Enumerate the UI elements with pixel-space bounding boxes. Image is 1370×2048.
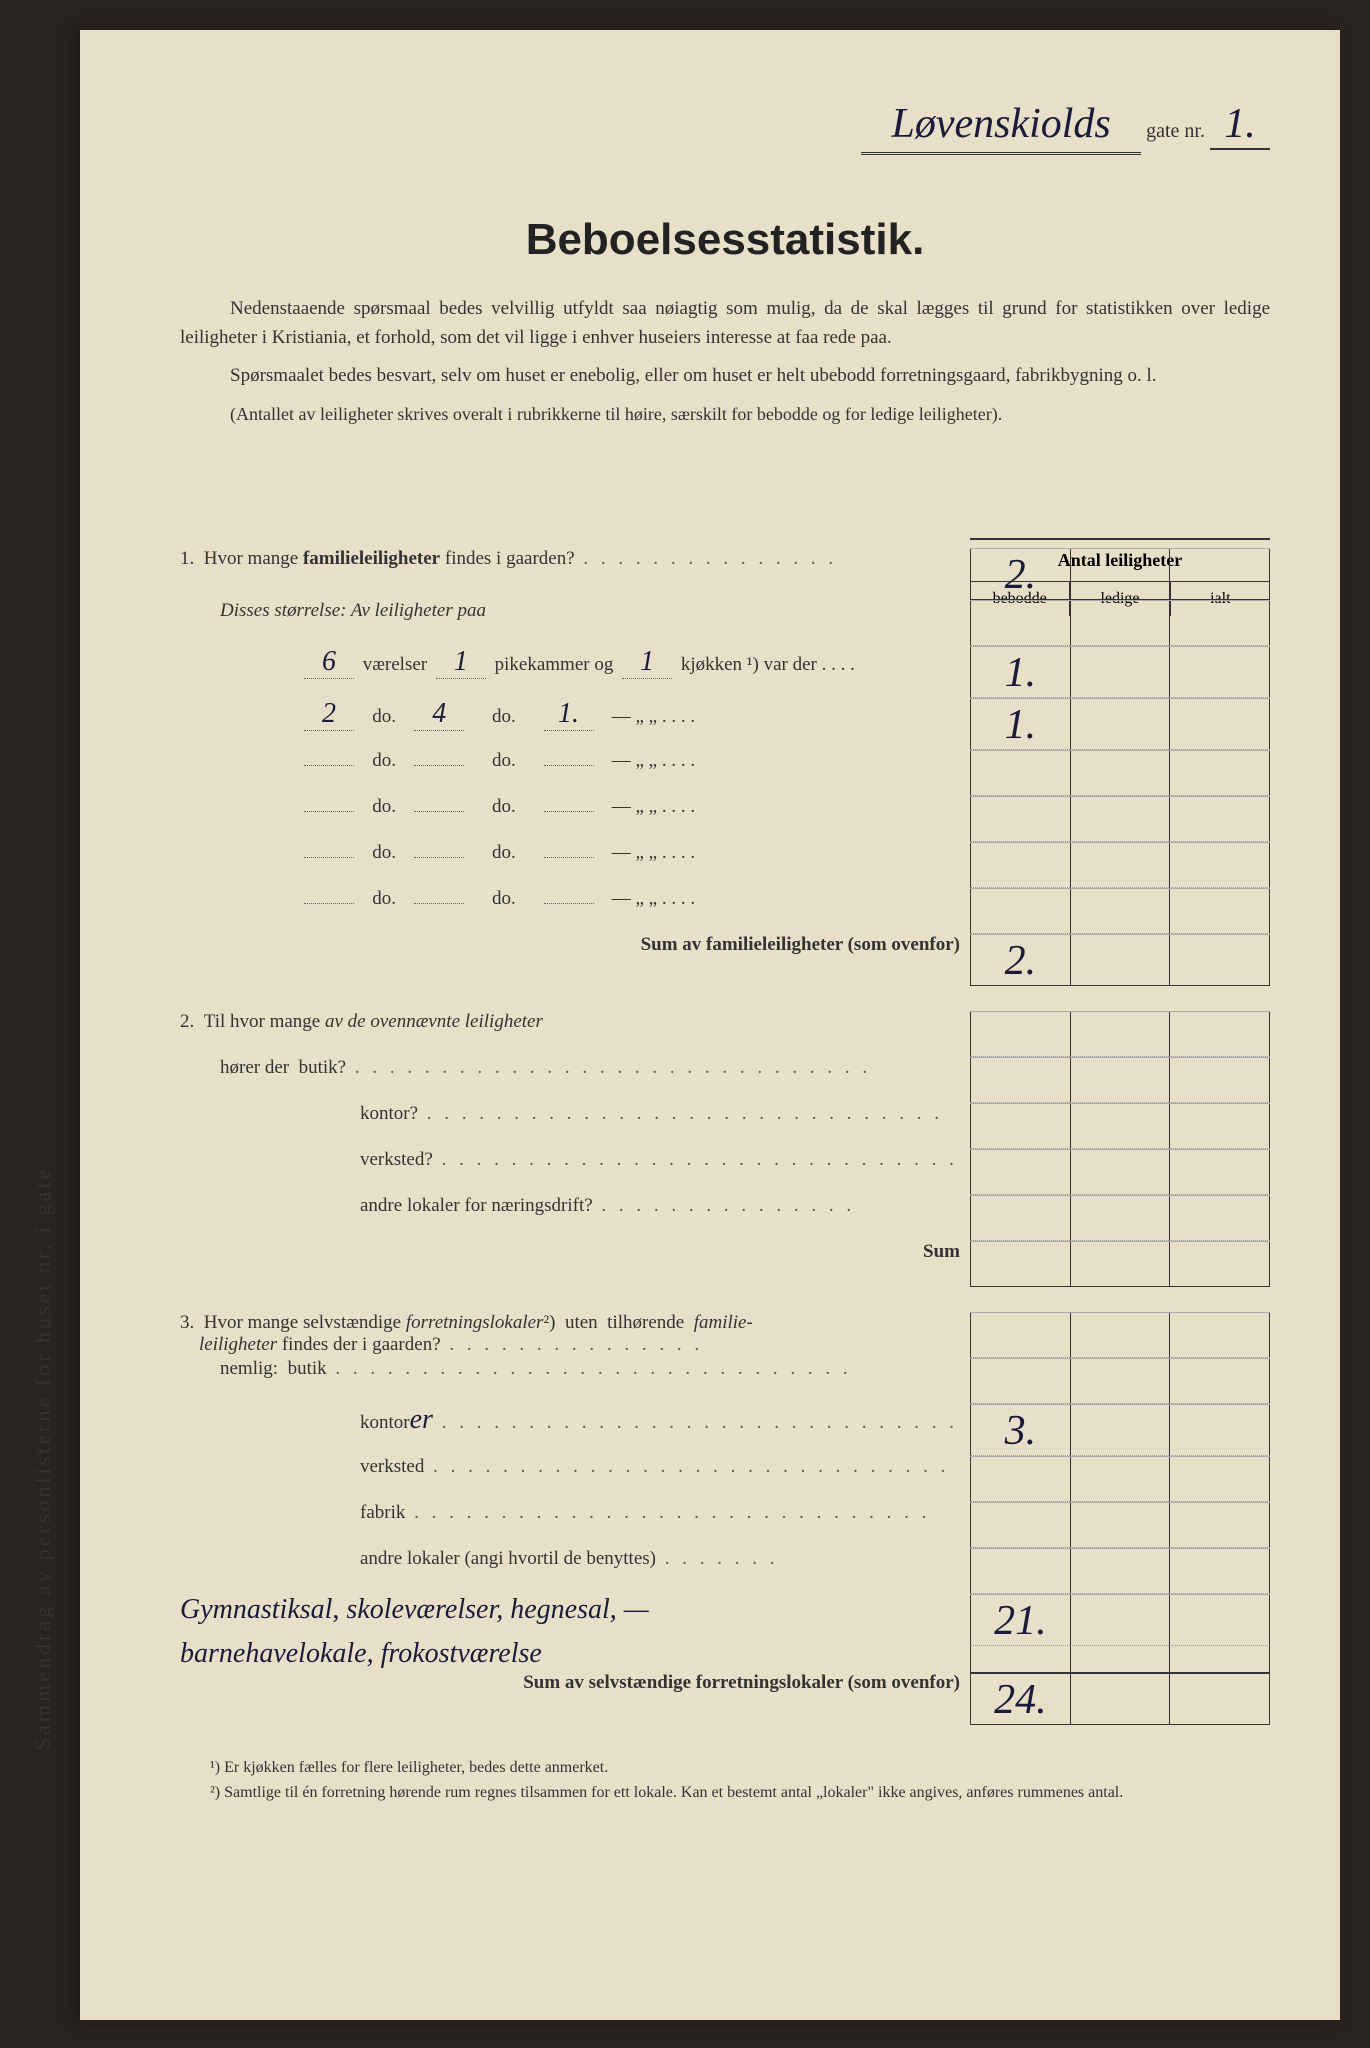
q2-row1: kontor? — [180, 1103, 970, 1125]
q3-row0: nemlig: butik — [180, 1358, 970, 1380]
gate-label: gate nr. — [1146, 120, 1205, 142]
q2-row0: hører der butik? — [180, 1057, 970, 1079]
form-body: Antal leiligheter bebodde ledige ialt 1.… — [180, 548, 1270, 1725]
q2-label: 2. Til hvor mange av de ovennævnte leili… — [180, 1011, 970, 1033]
q1-sum-label: Sum av familieleiligheter (som ovenfor) — [180, 934, 970, 956]
q1-row4: do. do. — „ „ . . . . — [180, 842, 970, 864]
street-name: Løvenskiolds — [891, 101, 1110, 147]
q1-label: 1. Hvor mange familieleiligheter findes … — [180, 548, 575, 569]
q2-row3: andre lokaler for næringsdrift? — [180, 1195, 970, 1217]
document-page: Løvenskiolds gate nr. 1. Beboelsesstatis… — [80, 30, 1340, 2020]
q1-row2: do. do. — „ „ . . . . — [180, 750, 970, 772]
q3-handwritten2: barnehavelokale, frokostværelse — [180, 1638, 542, 1670]
q1-row1: 2 do. 4 do. 1. — „ „ . . . . — [180, 698, 970, 731]
q1-sum-value: 2. — [1005, 938, 1037, 984]
q3-sum-value: 24. — [994, 1677, 1047, 1723]
q1-value: 2. — [1005, 552, 1037, 598]
q2-row2: verksted? — [180, 1149, 970, 1171]
q3-sum-label: Sum av selvstændige forretningslokaler (… — [180, 1672, 970, 1694]
q3-handwritten1: Gymnastiksal, skoleværelser, hegnesal, — — [180, 1594, 970, 1626]
q1-row5: do. do. — „ „ . . . . — [180, 888, 970, 910]
q2-sum-label: Sum — [180, 1241, 970, 1263]
intro-p3: (Antallet av leiligheter skrives overalt… — [180, 401, 1270, 428]
footnote-1: ¹) Er kjøkken fælles for flere leilighet… — [180, 1755, 1270, 1781]
q3-row2: verksted — [180, 1456, 970, 1478]
page-title: Beboelsesstatistik. — [180, 215, 1270, 265]
street-number: 1. — [1224, 101, 1256, 147]
street-header: Løvenskiolds gate nr. 1. — [180, 100, 1270, 155]
q3-row4: andre lokaler (angi hvortil de benyttes) — [180, 1548, 970, 1570]
q3-label: 3. Hvor mange selvstændige forretningslo… — [180, 1312, 970, 1356]
footnotes: ¹) Er kjøkken fælles for flere leilighet… — [180, 1755, 1270, 1806]
side-margin-text: Sammendrag av personlisterne for huset n… — [30, 150, 70, 1750]
q1-row3: do. do. — „ „ . . . . — [180, 796, 970, 818]
q3-row1: kontorer — [180, 1404, 970, 1436]
intro-p2: Spørsmaalet bedes besvart, selv om huset… — [180, 362, 1270, 391]
q1-row0: 6 værelser 1 pikekammer og 1 kjøkken ¹) … — [180, 646, 970, 679]
q1-sub: Disses størrelse: Av leiligheter paa — [180, 600, 970, 622]
q3-row3: fabrik — [180, 1502, 970, 1524]
intro-p1: Nedenstaaende spørsmaal bedes velvillig … — [180, 295, 1270, 352]
footnote-2: ²) Samtlige til én forretning hørende ru… — [180, 1780, 1270, 1806]
